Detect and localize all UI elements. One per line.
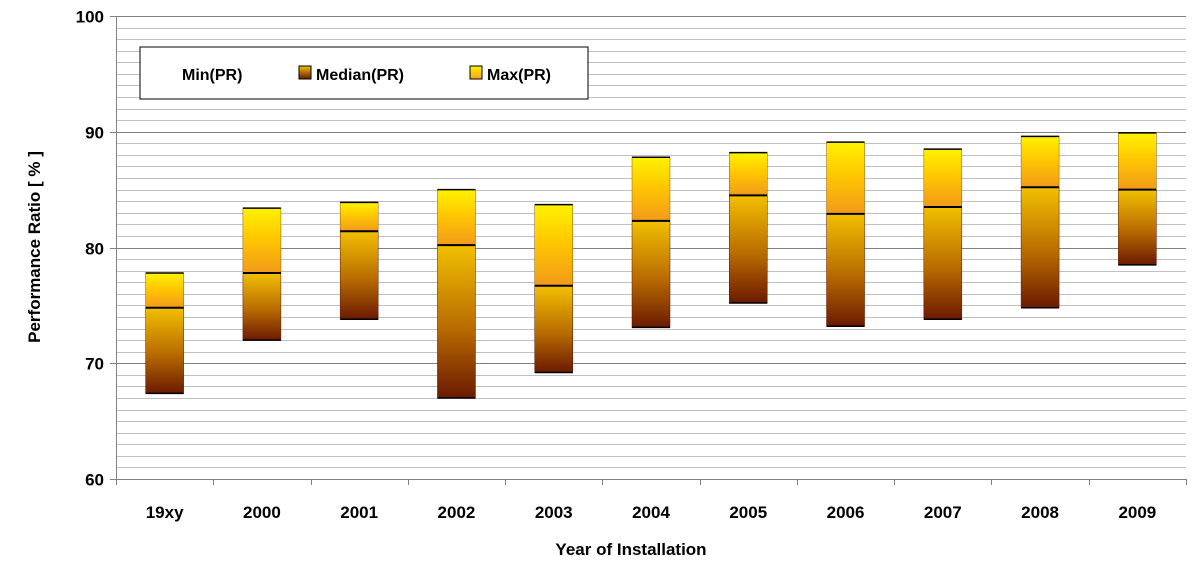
bar-upper-segment — [923, 148, 963, 208]
y-tick-label: 70 — [85, 355, 104, 374]
legend-box — [139, 46, 589, 100]
y-tick-label: 60 — [85, 471, 104, 490]
bar-group — [242, 207, 282, 341]
bar-upper-segment — [631, 156, 671, 222]
axis-layer: 60 70 80 90 100 19xy 2000 2001 2002 2003 2004 2005 2… — [76, 8, 1187, 522]
bar-group — [1118, 132, 1157, 266]
x-tick-label: 2008 — [1021, 503, 1059, 522]
x-tick-label: 2009 — [1118, 503, 1156, 522]
bar-group — [729, 151, 768, 304]
legend-label-min: Min(PR) — [182, 67, 242, 84]
bar-lower-segment — [631, 220, 671, 328]
y-tick-label: 80 — [85, 240, 104, 259]
bar-lower-segment — [826, 213, 865, 327]
y-tick-label: 100 — [76, 8, 104, 27]
bar-upper-segment — [729, 152, 768, 196]
legend-swatch-median — [298, 65, 312, 80]
x-tick-label: 2005 — [729, 503, 767, 522]
x-tick-label: 2006 — [827, 503, 865, 522]
bar-group — [145, 272, 184, 395]
bar-lower-segment — [1020, 187, 1060, 308]
bar-group — [339, 201, 379, 321]
legend-label-median: Median(PR) — [316, 67, 404, 84]
x-tick-label: 2002 — [438, 503, 476, 522]
bar-upper-segment — [1118, 132, 1157, 190]
x-tick-label: 2004 — [632, 503, 670, 522]
bar-upper-segment — [145, 272, 184, 308]
x-tick-label: 2000 — [243, 503, 281, 522]
bar-lower-segment — [729, 195, 768, 304]
legend: Min(PR) Median(PR) Max(PR) — [139, 46, 589, 100]
bar-upper-segment — [1020, 136, 1060, 188]
bar-upper-segment — [339, 202, 379, 232]
y-tick-label: 90 — [85, 124, 104, 143]
bar-lower-segment — [145, 307, 184, 394]
legend-label-max: Max(PR) — [487, 67, 551, 84]
bar-upper-segment — [826, 141, 865, 215]
bar-upper-segment — [242, 207, 282, 274]
bars-layer — [145, 132, 1157, 399]
x-tick-label: 19xy — [146, 503, 184, 522]
bar-upper-segment — [534, 204, 573, 286]
bar-lower-segment — [923, 206, 963, 320]
bar-lower-segment — [437, 244, 476, 399]
bar-lower-segment — [534, 285, 573, 373]
bar-group — [923, 148, 963, 321]
bar-group — [437, 188, 476, 399]
bar-group — [826, 141, 865, 327]
bar-upper-segment — [437, 189, 476, 246]
bar-group — [1020, 135, 1060, 309]
legend-swatch-max — [469, 65, 483, 80]
x-tick-label: 2001 — [340, 503, 378, 522]
x-axis-title: Year of Installation — [555, 540, 706, 559]
bar-lower-segment — [339, 231, 379, 320]
bar-group — [534, 203, 573, 374]
bar-group — [631, 156, 671, 329]
bar-lower-segment — [1118, 189, 1157, 266]
x-tick-label: 2003 — [535, 503, 573, 522]
y-axis-title: Performance Ratio [ % ] — [25, 151, 44, 343]
x-tick-label: 2007 — [924, 503, 962, 522]
bar-lower-segment — [242, 272, 282, 341]
